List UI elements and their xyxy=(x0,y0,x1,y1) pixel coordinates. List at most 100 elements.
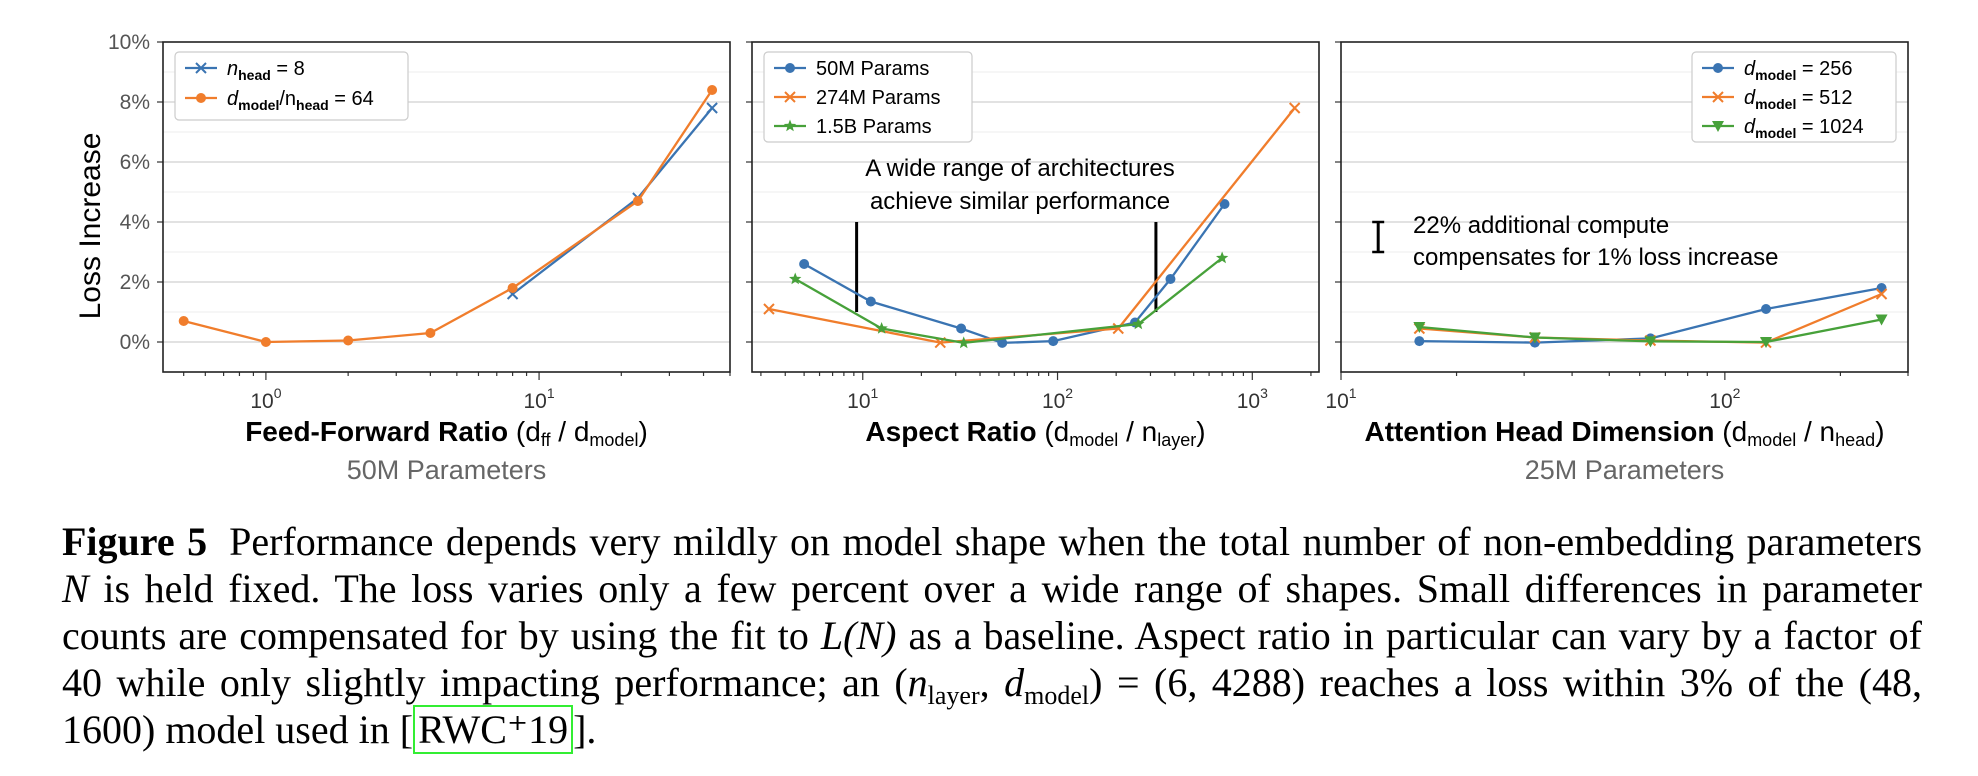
legend-name: 1.5B Params xyxy=(816,116,932,138)
citation-link[interactable]: RWC⁺19 xyxy=(413,705,574,754)
x-axis-label-sub1: model xyxy=(1069,430,1118,450)
data-point xyxy=(1413,322,1426,333)
data-point xyxy=(343,335,354,346)
legend-name-main: n xyxy=(227,58,238,80)
x-axis-label: Aspect Ratio (dmodel / nlayer) xyxy=(865,416,1205,450)
x-axis-label-close: ) xyxy=(1196,416,1205,447)
y-tick-label: 4% xyxy=(120,211,150,234)
legend-box xyxy=(174,51,409,121)
series-2 xyxy=(789,251,1229,349)
data-point xyxy=(1165,274,1176,284)
legend-name-main: d xyxy=(1744,58,1756,80)
x-axis-label-sub2: head xyxy=(1835,430,1875,450)
y-tick-label: 8% xyxy=(120,91,150,114)
y-tick-label: 10% xyxy=(108,31,150,54)
x-axis-label-open: (d xyxy=(508,416,541,447)
data-point xyxy=(425,328,436,338)
x-tick-label: 101 xyxy=(523,385,554,413)
data-point xyxy=(632,196,643,206)
x-axis-label-sub2: layer xyxy=(1157,430,1196,450)
data-point xyxy=(789,272,802,285)
plot-frame xyxy=(162,41,731,373)
legend-label: dmodel = 1024 xyxy=(1744,116,1864,141)
x-tick-label: 103 xyxy=(1237,385,1268,413)
data-point xyxy=(1875,314,1888,326)
legend-name-sub: model xyxy=(1755,67,1796,83)
legend: 50M Params 274M Params 1.5B Params xyxy=(763,51,973,143)
panel-subtitle: 25M Parameters xyxy=(1525,455,1725,485)
data-point xyxy=(1216,251,1229,264)
data-point xyxy=(784,91,796,103)
caption-bracket-right: ] xyxy=(573,707,587,752)
caption-bracket-left: [ xyxy=(399,707,414,752)
data-point xyxy=(1712,121,1724,132)
legend-name-sub: model xyxy=(238,97,279,113)
x-axis-label-close: ) xyxy=(1875,416,1884,447)
data-point xyxy=(956,323,967,334)
x-axis-label-close: ) xyxy=(638,416,647,447)
data-point xyxy=(1761,304,1772,314)
plot-frame xyxy=(1340,41,1909,373)
x-axis-label: Feed-Forward Ratio (dff / dmodel) xyxy=(245,416,648,450)
x-axis-label-main: Feed-Forward Ratio xyxy=(245,416,508,447)
data-point xyxy=(1875,288,1888,300)
legend-name-rest: /n xyxy=(279,88,296,110)
x-tick-label: 101 xyxy=(847,385,878,413)
data-point xyxy=(507,283,518,293)
annotation-line-1: A wide range of architectures xyxy=(865,155,1175,182)
caption-comma: , xyxy=(979,660,1005,705)
x-tick-exponent: 1 xyxy=(547,385,555,401)
caption-label: Figure 5 xyxy=(62,519,208,564)
data-point xyxy=(875,322,888,334)
data-point xyxy=(1132,317,1145,330)
data-point xyxy=(707,85,718,95)
legend-name-main: d xyxy=(1744,116,1756,138)
legend-label: nhead = 8 xyxy=(227,58,305,83)
data-point xyxy=(783,119,797,132)
x-axis-label-open: (d xyxy=(1037,416,1070,447)
x-tick-label: 102 xyxy=(1042,385,1073,413)
caption-text-2: is held fixed. The loss varies only a fe… xyxy=(62,566,1922,658)
caption-math-N: N xyxy=(62,566,89,611)
x-tick-base: 10 xyxy=(1709,390,1732,413)
series-line xyxy=(794,257,1223,345)
data-point xyxy=(1760,337,1773,348)
annotation-line-1: 22% additional compute xyxy=(1413,212,1669,239)
x-axis-label: Attention Head Dimension (dmodel / nhead… xyxy=(1364,416,1884,450)
x-tick-label: 101 xyxy=(1325,385,1356,413)
legend-name-rest: = 1024 xyxy=(1796,116,1863,138)
caption-math-d: d xyxy=(1004,660,1025,705)
data-point xyxy=(706,102,718,114)
series-line xyxy=(183,89,714,344)
caption-math-n: n xyxy=(907,660,928,705)
series-line xyxy=(803,203,1226,345)
legend-name-sub: head xyxy=(238,67,271,83)
legend-name: 274M Params xyxy=(816,87,941,109)
legend-name-main: d xyxy=(227,88,239,110)
data-point xyxy=(1713,63,1723,73)
data-point xyxy=(178,316,189,326)
data-point xyxy=(1048,336,1059,347)
x-tick-base: 10 xyxy=(1042,390,1065,413)
x-tick-label: 100 xyxy=(250,385,281,413)
legend-name-rest: = 8 xyxy=(271,58,305,80)
legend-label: 274M Params xyxy=(816,87,941,109)
annotation-line-2: compensates for 1% loss increase xyxy=(1413,244,1779,271)
legend-label: 50M Params xyxy=(816,58,929,80)
x-axis-label-open: (d xyxy=(1715,416,1748,447)
figure-caption: Figure 5 Performance depends very mildly … xyxy=(62,518,1923,754)
y-tick-label: 0% xyxy=(120,331,150,354)
x-axis-label-main: Attention Head Dimension xyxy=(1364,416,1714,447)
x-axis-label-main: Aspect Ratio xyxy=(865,416,1036,447)
caption-text-1: Performance depends very mildly on model… xyxy=(229,519,1923,564)
x-axis-label-sub1: model xyxy=(1747,430,1796,450)
x-tick-exponent: 1 xyxy=(1349,385,1357,401)
data-point xyxy=(1414,336,1425,347)
legend-name-sub2: head xyxy=(296,97,329,113)
x-tick-base: 10 xyxy=(1237,390,1260,413)
x-tick-base: 10 xyxy=(847,390,870,413)
